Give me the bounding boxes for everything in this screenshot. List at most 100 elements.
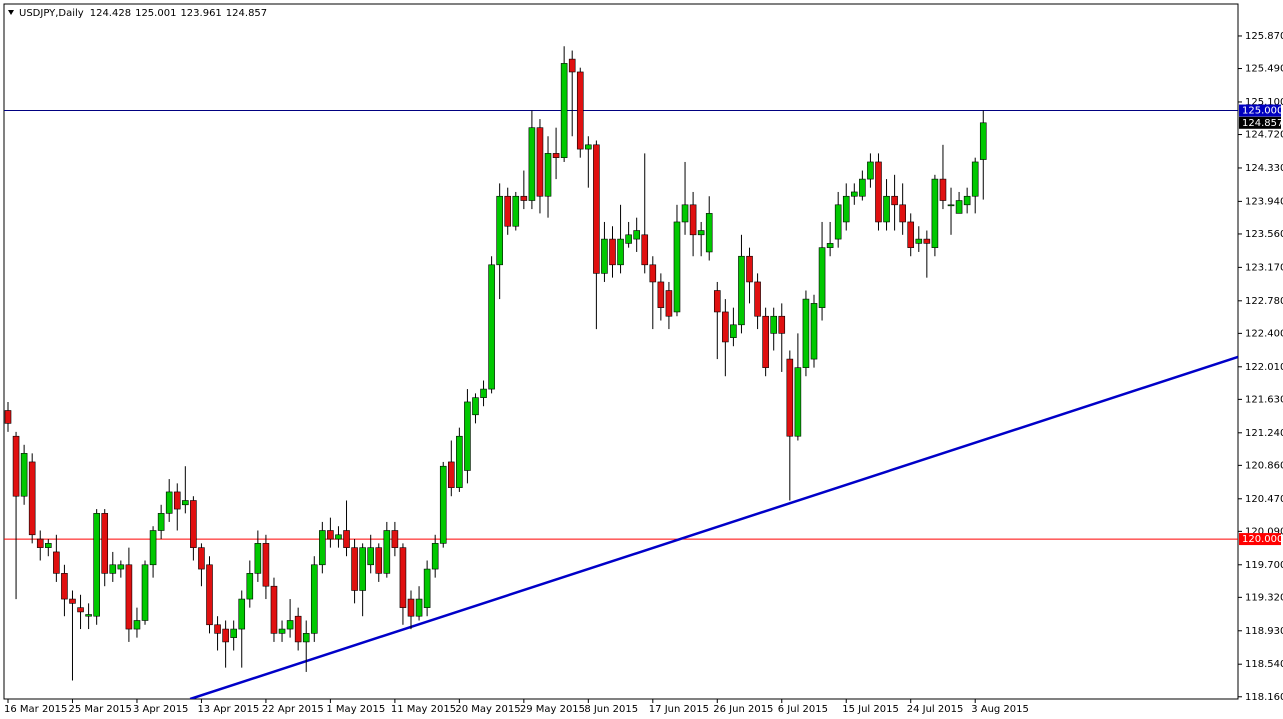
candle-body <box>254 543 262 574</box>
candle-body <box>617 238 624 266</box>
plot-frame <box>3 3 1239 700</box>
candle-body <box>335 534 342 540</box>
candle-body <box>544 153 552 197</box>
candle-body <box>383 530 391 574</box>
x-tick-label: 8 Jun 2015 <box>584 704 638 715</box>
candle-body <box>391 530 399 548</box>
candle-body <box>149 530 157 566</box>
candle-body <box>61 573 68 600</box>
candle-body <box>480 388 487 398</box>
candle-body <box>665 290 673 317</box>
candle-body <box>141 564 149 621</box>
candle-body <box>488 264 495 390</box>
candle-body <box>238 598 246 630</box>
candle-body <box>850 191 858 197</box>
candle-body <box>601 238 608 274</box>
candle-body <box>907 221 915 248</box>
candle-body <box>375 547 383 574</box>
x-tick-label: 16 Mar 2015 <box>4 704 67 715</box>
x-tick-label: 20 May 2015 <box>455 704 520 715</box>
y-tick-label: 118.160 <box>1245 692 1283 703</box>
candle-body <box>657 281 665 308</box>
candle-body <box>182 500 189 506</box>
candle-body <box>28 461 36 536</box>
candle-body <box>439 465 447 544</box>
candle-body <box>343 530 350 548</box>
candle-body <box>867 161 874 180</box>
y-tick-label: 123.170 <box>1245 262 1283 273</box>
candle-body <box>802 298 810 368</box>
candle-body <box>859 178 866 197</box>
candle-body <box>36 538 44 548</box>
candle-body <box>552 153 560 158</box>
candle-body <box>101 513 109 574</box>
y-tick-label: 121.630 <box>1245 394 1283 405</box>
candle-body <box>214 624 221 634</box>
candle-body <box>246 573 254 600</box>
candle-body <box>198 547 205 570</box>
candle-body <box>464 401 471 471</box>
candle-body <box>786 358 794 437</box>
y-tick-label: 122.400 <box>1245 328 1283 339</box>
candle-body <box>689 204 697 236</box>
candle-body <box>883 195 890 223</box>
candle-body <box>609 238 616 266</box>
y-tick-label: 120.090 <box>1245 526 1283 537</box>
candle-body <box>69 598 76 604</box>
candle-body <box>568 58 576 73</box>
candle-body <box>12 435 20 497</box>
candle-body <box>641 234 649 266</box>
y-tick-label: 120.470 <box>1245 494 1283 505</box>
x-tick-label: 22 Apr 2015 <box>262 704 324 715</box>
candle-body <box>955 200 963 214</box>
candle-body <box>971 161 979 197</box>
symbol: USDJPY,Daily <box>19 8 84 19</box>
y-tick-label: 118.930 <box>1245 626 1283 637</box>
x-tick-label: 15 Jul 2015 <box>842 704 899 715</box>
y-tick-label: 124.720 <box>1245 130 1283 141</box>
y-tick-label: 123.940 <box>1245 196 1283 207</box>
header-open: 124.428 <box>90 8 131 19</box>
x-tick-label: 26 Jun 2015 <box>713 704 773 715</box>
candle-body <box>746 255 753 283</box>
candle-body <box>415 598 423 617</box>
y-tick-label: 122.010 <box>1245 362 1283 373</box>
candle-body <box>738 255 745 326</box>
candle-body <box>593 144 600 274</box>
candle-body <box>730 324 737 338</box>
candle-body <box>705 213 713 253</box>
y-tick-label: 125.100 <box>1245 97 1283 108</box>
candle-body <box>899 204 906 223</box>
candle-body <box>528 127 536 201</box>
candle-body <box>125 564 133 630</box>
candle-body <box>302 633 310 643</box>
candle-body <box>278 628 286 634</box>
y-tick-label: 119.700 <box>1245 560 1283 571</box>
candle-body <box>367 547 375 566</box>
x-tick-label: 11 May 2015 <box>391 704 456 715</box>
candle-body <box>190 500 197 548</box>
y-tick-label: 124.330 <box>1245 163 1283 174</box>
candle-body <box>504 195 512 227</box>
y-tick-label: 121.240 <box>1245 428 1283 439</box>
candle-body <box>4 410 12 424</box>
header-low: 123.961 <box>180 8 221 19</box>
x-tick-label: 3 Apr 2015 <box>133 704 188 715</box>
candle-body <box>447 461 455 488</box>
chart-header: USDJPY,Daily 124.428 125.001 123.961 124.857 <box>19 8 267 19</box>
candle-body <box>77 607 84 613</box>
candle-body <box>456 435 463 488</box>
candle-body <box>713 290 721 313</box>
menu-arrow <box>8 10 14 15</box>
candle-body <box>834 204 842 240</box>
y-tick-label: 118.540 <box>1245 659 1283 670</box>
candle-body <box>794 367 802 437</box>
candle-body <box>576 71 584 150</box>
candle-body <box>496 195 503 266</box>
y-tick-label: 123.560 <box>1245 229 1283 240</box>
candle-body <box>673 221 681 313</box>
candle-body <box>520 195 528 201</box>
candle-body <box>947 204 955 207</box>
level-label: 120.000 <box>1242 534 1283 545</box>
